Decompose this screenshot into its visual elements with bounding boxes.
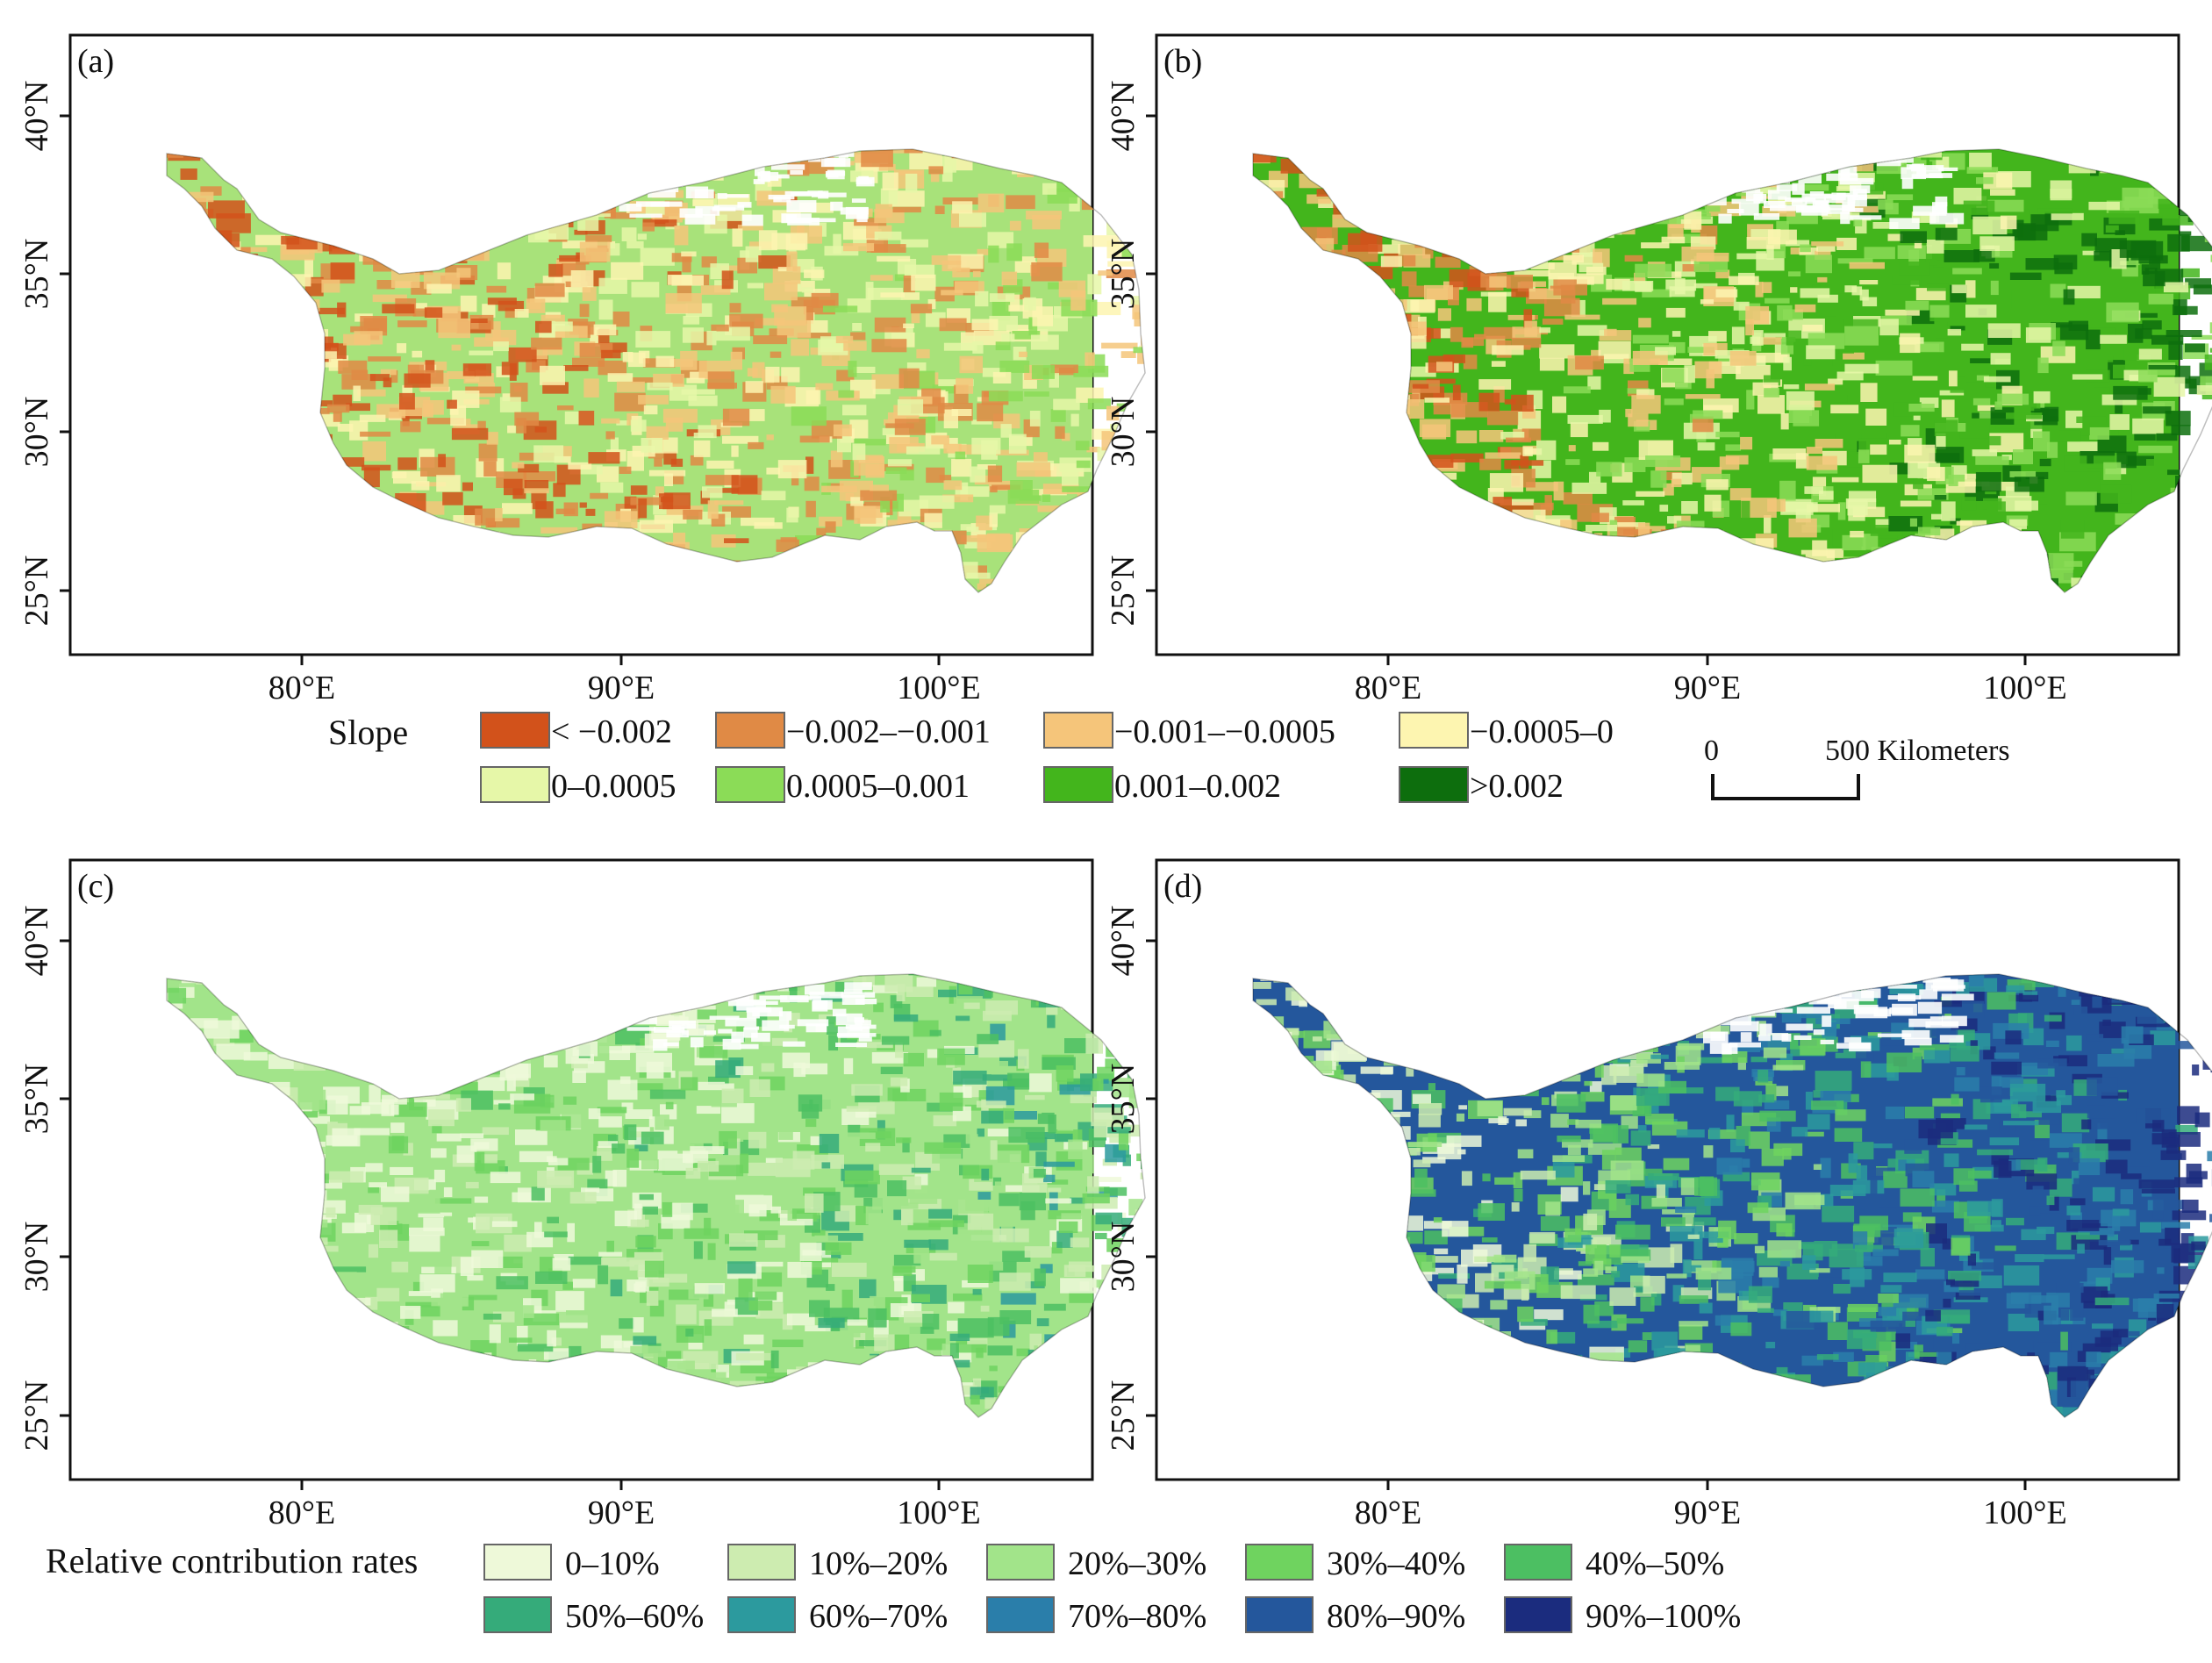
lon-label: 100°E [1983, 670, 2066, 706]
slope-legend-item: 0.001–0.002 [1044, 767, 1281, 805]
contribution-legend-item: 60%–70% [728, 1597, 948, 1635]
legend-label: 10%–20% [809, 1545, 948, 1582]
legend-swatch [987, 1545, 1054, 1580]
contribution-legend-item: 80%–90% [1246, 1597, 1465, 1635]
lat-label: 40°N [1105, 906, 1142, 977]
contribution-legend-item: 90%–100% [1505, 1597, 1741, 1635]
contribution-legend-item: 70%–80% [987, 1597, 1206, 1635]
legend-swatch [987, 1597, 1054, 1632]
lon-label: 90°E [588, 1495, 655, 1531]
legend-label: 60%–70% [809, 1598, 948, 1635]
map-panel-a: (a) 40°N 35°N 30°N 25°N 80°E 90°E 100°E [18, 35, 1182, 706]
map-panel-c: (c) 40°N 35°N 30°N 25°N 80°E 90°E 100°E [18, 860, 1184, 1531]
lat-label: 40°N [18, 81, 55, 152]
lon-label: 90°E [588, 670, 655, 706]
legend-swatch [1400, 713, 1468, 748]
slope-legend-item: −0.001–−0.0005 [1044, 713, 1335, 750]
panel-label: (d) [1163, 868, 1202, 905]
lon-label: 100°E [1983, 1495, 2066, 1531]
legend-swatch [1246, 1545, 1313, 1580]
scale-bar-zero: 0 [1704, 735, 1719, 767]
lat-label: 35°N [1105, 1064, 1142, 1135]
legend-label: 40%–50% [1586, 1545, 1724, 1582]
map-panel-b: (b) 40°N 35°N 30°N 25°N 80°E 90°E 100°E [1105, 35, 2212, 706]
legend-label: 30%–40% [1327, 1545, 1465, 1582]
map-panel-d: (d) 40°N 35°N 30°N 25°N 80°E 90°E 100°E [1105, 860, 2212, 1531]
legend-swatch [484, 1597, 551, 1632]
lon-label: 80°E [1355, 670, 1421, 706]
legend-swatch [1505, 1545, 1571, 1580]
contribution-legend-item: 10%–20% [728, 1545, 948, 1582]
slope-legend-title: Slope [328, 713, 408, 752]
legend-label: −0.0005–0 [1470, 713, 1614, 750]
legend-label: 50%–60% [565, 1598, 704, 1635]
legend-label: 0–10% [565, 1545, 660, 1582]
legend-label: 0.001–0.002 [1114, 768, 1281, 805]
lat-label: 35°N [1105, 239, 1142, 310]
contribution-legend-item: 20%–30% [987, 1545, 1206, 1582]
lon-label: 80°E [268, 1495, 335, 1531]
scale-bar: 0 500 Kilometers [1704, 735, 2010, 799]
legend-swatch [1505, 1597, 1571, 1632]
panel-label: (c) [77, 868, 114, 905]
lat-label: 30°N [18, 1222, 55, 1293]
lat-label: 25°N [18, 1380, 55, 1452]
legend-swatch [481, 713, 549, 748]
contribution-legend-item: 40%–50% [1505, 1545, 1724, 1582]
lat-label: 25°N [1105, 1380, 1142, 1452]
slope-legend-item: −0.002–−0.001 [716, 713, 991, 750]
legend-label: 0–0.0005 [551, 768, 676, 805]
lat-label: 30°N [1105, 1222, 1142, 1293]
lat-label: 30°N [1105, 397, 1142, 468]
lon-label: 100°E [897, 1495, 980, 1531]
contribution-legend-item: 30%–40% [1246, 1545, 1465, 1582]
lon-label: 100°E [897, 670, 980, 706]
slope-legend-item: < −0.002 [481, 713, 672, 750]
legend-swatch [716, 713, 784, 748]
lon-label: 80°E [268, 670, 335, 706]
slope-legend-item: 0.0005–0.001 [716, 767, 970, 805]
slope-legend: Slope < −0.002 −0.002–−0.001 −0.001–−0.000… [328, 713, 1614, 805]
legend-swatch [1044, 767, 1113, 802]
legend-label: 80%–90% [1327, 1598, 1465, 1635]
legend-label: −0.001–−0.0005 [1114, 713, 1335, 750]
panel-label: (a) [77, 43, 114, 80]
contribution-legend-title: Relative contribution rates [46, 1541, 418, 1581]
legend-swatch [728, 1545, 795, 1580]
scale-bar-label: 500 Kilometers [1825, 735, 2010, 767]
lat-label: 40°N [18, 906, 55, 977]
legend-label: 70%–80% [1068, 1598, 1206, 1635]
scale-bar-line [1713, 774, 1858, 799]
lon-label: 90°E [1674, 1495, 1741, 1531]
legend-swatch [1044, 713, 1113, 748]
lon-label: 80°E [1355, 1495, 1421, 1531]
legend-swatch [484, 1545, 551, 1580]
slope-legend-item: 0–0.0005 [481, 767, 676, 805]
lat-label: 35°N [18, 239, 55, 310]
contribution-legend-item: 0–10% [484, 1545, 660, 1582]
lat-label: 35°N [18, 1064, 55, 1135]
contribution-legend: Relative contribution rates 0–10% 10%–20%… [46, 1541, 1741, 1635]
lat-label: 40°N [1105, 81, 1142, 152]
legend-swatch [716, 767, 784, 802]
legend-label: 90%–100% [1586, 1598, 1741, 1635]
legend-swatch [481, 767, 549, 802]
panel-label: (b) [1163, 43, 1202, 80]
lat-label: 30°N [18, 397, 55, 468]
legend-label: >0.002 [1470, 768, 1564, 805]
slope-legend-item: −0.0005–0 [1400, 713, 1614, 750]
lat-label: 25°N [18, 556, 55, 627]
slope-legend-item: >0.002 [1400, 767, 1564, 805]
legend-label: 20%–30% [1068, 1545, 1206, 1582]
lon-label: 90°E [1674, 670, 1741, 706]
legend-swatch [1246, 1597, 1313, 1632]
legend-label: 0.0005–0.001 [786, 768, 970, 805]
legend-swatch [1400, 767, 1468, 802]
legend-swatch [728, 1597, 795, 1632]
lat-label: 25°N [1105, 556, 1142, 627]
contribution-legend-item: 50%–60% [484, 1597, 704, 1635]
legend-label: −0.002–−0.001 [786, 713, 991, 750]
legend-label: < −0.002 [551, 713, 672, 750]
